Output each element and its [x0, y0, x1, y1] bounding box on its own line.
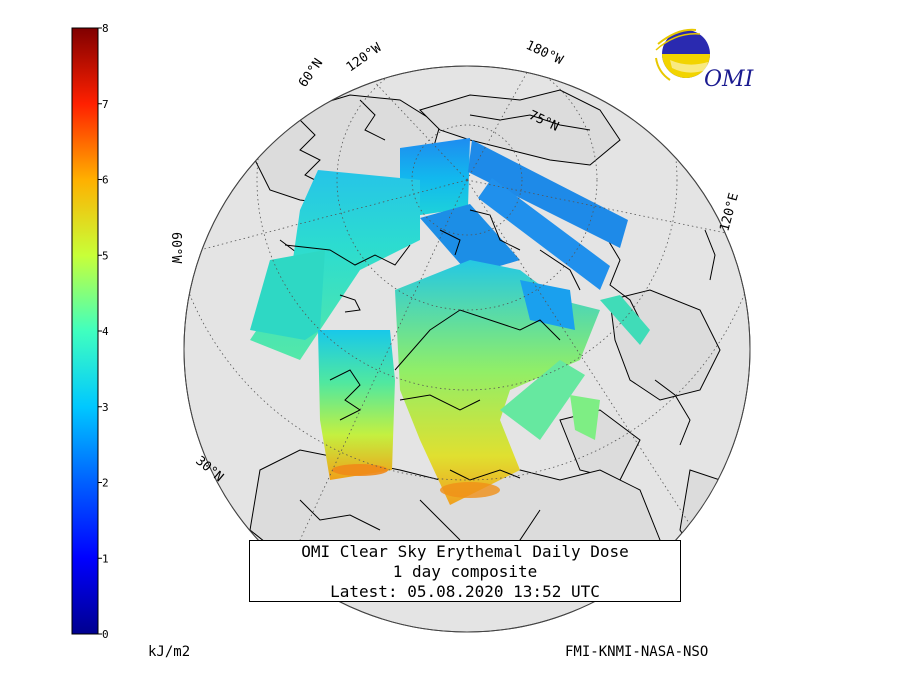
colorbar-tick-label: 7 — [102, 98, 109, 111]
title-line-1: OMI Clear Sky Erythemal Daily Dose — [301, 542, 629, 561]
colorbar — [71, 27, 99, 635]
dose-swaths — [250, 138, 650, 505]
credit-text: FMI-KNMI-NASA-NSO — [565, 644, 709, 660]
label-lat-60: 60°N — [296, 56, 326, 90]
label-lon-60w: 60°W — [168, 232, 183, 263]
title-line-2: 1 day composite — [392, 562, 538, 581]
graticule — [184, 66, 750, 541]
omi-logo: OMI — [655, 28, 755, 92]
colorbar-tick-label: 0 — [102, 628, 109, 641]
coastlines-over — [284, 209, 581, 481]
colorbar-tick-label: 6 — [102, 174, 109, 187]
title-line-3: Latest: 05.08.2020 13:52 UTC — [330, 582, 600, 601]
title-box: OMI Clear Sky Erythemal Daily Dose 1 day… — [249, 540, 681, 602]
colorbar-tick-label: 4 — [102, 325, 109, 338]
colorbar-tick-label: 1 — [102, 552, 109, 565]
label-lon-120e: 120°E — [717, 191, 742, 233]
colorbar-tick-label: 5 — [102, 249, 109, 262]
colorbar-units: kJ/m2 — [148, 644, 191, 660]
colorbar-ticks: 0 1 2 3 4 5 6 7 8 — [98, 22, 109, 641]
colorbar-tick-label: 2 — [102, 477, 109, 490]
logo-text: OMI — [704, 67, 755, 92]
label-lon-180: 180°W — [523, 38, 565, 68]
colorbar-tick-label: 3 — [102, 401, 109, 414]
colorbar-tick-label: 8 — [102, 22, 109, 35]
label-lon-120w: 120°W — [344, 40, 385, 75]
